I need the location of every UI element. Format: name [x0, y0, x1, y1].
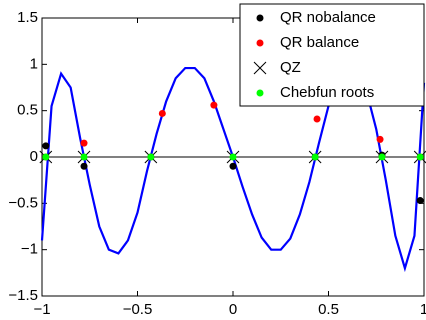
legend: QR nobalance QR balance QZ Chebfun roots — [239, 3, 425, 107]
point — [80, 162, 88, 170]
y-tick-label: −1 — [21, 241, 38, 258]
point — [158, 109, 166, 117]
point — [313, 115, 321, 123]
legend-label: QR nobalance — [280, 9, 376, 26]
point — [416, 197, 424, 205]
x-tick-label: 1 — [420, 301, 426, 318]
y-tick-label: 1 — [30, 55, 38, 72]
point — [210, 101, 218, 109]
y-tick-label: −0.5 — [8, 194, 38, 211]
point — [42, 153, 50, 161]
legend-marker — [256, 14, 264, 22]
point — [80, 153, 88, 161]
legend-label: QR balance — [280, 34, 359, 51]
point — [42, 142, 50, 150]
legend-label: Chebfun roots — [280, 84, 374, 101]
legend-marker — [256, 39, 264, 47]
y-tick-label: 1.5 — [17, 9, 38, 26]
point — [80, 139, 88, 147]
point — [229, 153, 237, 161]
x-tick-label: −1 — [33, 301, 50, 318]
legend-marker — [253, 61, 267, 75]
legend-label: QZ — [280, 59, 301, 76]
point — [416, 153, 424, 161]
y-tick-label: −1.5 — [8, 287, 38, 304]
point — [376, 135, 384, 143]
point — [311, 153, 319, 161]
y-tick-label: 0 — [30, 148, 38, 165]
legend-box — [239, 3, 425, 107]
point — [229, 162, 237, 170]
y-tick-label: 0.5 — [17, 102, 38, 119]
x-tick-label: 0 — [229, 301, 237, 318]
point — [147, 153, 155, 161]
x-tick-label: −0.5 — [123, 301, 153, 318]
point — [378, 153, 386, 161]
x-tick-label: 0.5 — [318, 301, 339, 318]
legend-marker — [256, 89, 264, 97]
